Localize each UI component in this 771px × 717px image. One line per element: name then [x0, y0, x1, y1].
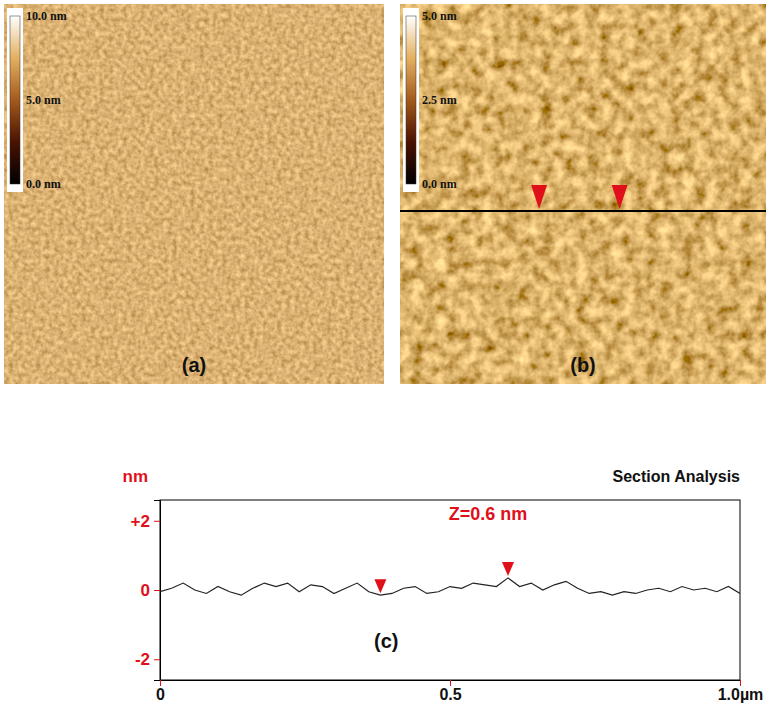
x-tick-label: 0: [156, 686, 165, 703]
y-tick-mark: [154, 659, 160, 660]
section-cursor: [531, 185, 547, 209]
afm-panel: 10.0 nm 5.0 nm 0.0 nm (a): [4, 4, 384, 384]
chart-title: Section Analysis: [613, 468, 741, 485]
section-cursor: [612, 185, 628, 209]
y-tick-label: +2: [131, 512, 150, 531]
figure: 10.0 nm 5.0 nm 0.0 nm (a) 5.0 nm 2.5 nm 0.0 nm…: [0, 0, 771, 717]
x-tick-mark: [740, 680, 741, 686]
colorbar-label: 0.0 nm: [26, 177, 61, 191]
y-tick-label: -2: [135, 650, 150, 669]
colorbar-frame: [403, 8, 419, 192]
x-tick: 0.5: [439, 680, 461, 703]
y-tick-label: 0: [141, 581, 150, 600]
panel-label: (b): [570, 354, 596, 376]
x-tick-mark: [160, 680, 161, 686]
x-tick: 0: [156, 680, 165, 703]
x-axis-line: [161, 681, 741, 687]
panel-label: (c): [374, 630, 398, 652]
x-tick: 1.0µm: [718, 680, 764, 703]
colorbar: [406, 16, 416, 184]
y-axis-line: [154, 501, 161, 681]
plot-marks: [160, 562, 740, 595]
panel-label: (a): [182, 354, 206, 376]
y-axis: +2 0 -2: [131, 501, 161, 681]
colorbar-label: 5.0 nm: [26, 93, 61, 107]
y-tick: 0: [141, 581, 160, 600]
colorbar-label: 2.5 nm: [422, 93, 457, 107]
afm-panel: 5.0 nm 2.5 nm 0.0 nm (b): [400, 4, 766, 384]
colorbar: [10, 16, 20, 184]
profile-cursor: [502, 562, 514, 576]
section-chart: +2 0 -2 0 0.5 1.0µm Z=0.6 nm Section Analysis nm…: [123, 467, 764, 703]
x-tick-label: 1.0µm: [718, 686, 764, 703]
x-tick-mark: [450, 680, 451, 686]
y-tick: -2: [135, 650, 160, 669]
y-axis-title: nm: [123, 467, 149, 486]
y-tick-mark: [154, 590, 160, 591]
colorbar-label: 0.0 nm: [422, 177, 457, 191]
afm-image: [4, 4, 384, 384]
y-tick: +2: [131, 512, 160, 531]
section-line: [400, 210, 766, 212]
y-tick-mark: [154, 521, 160, 522]
colorbar-label: 10.0 nm: [26, 9, 67, 23]
colorbar-label: 5.0 nm: [422, 9, 457, 23]
afm-image: [400, 4, 766, 384]
colorbar-frame: [7, 8, 23, 192]
x-tick-label: 0.5: [439, 686, 461, 703]
annotation: Z=0.6 nm: [449, 504, 528, 524]
x-axis: 0 0.5 1.0µm: [156, 680, 763, 703]
profile-line: [160, 578, 740, 595]
plot-frame: [160, 500, 740, 680]
profile-cursor: [374, 579, 386, 593]
